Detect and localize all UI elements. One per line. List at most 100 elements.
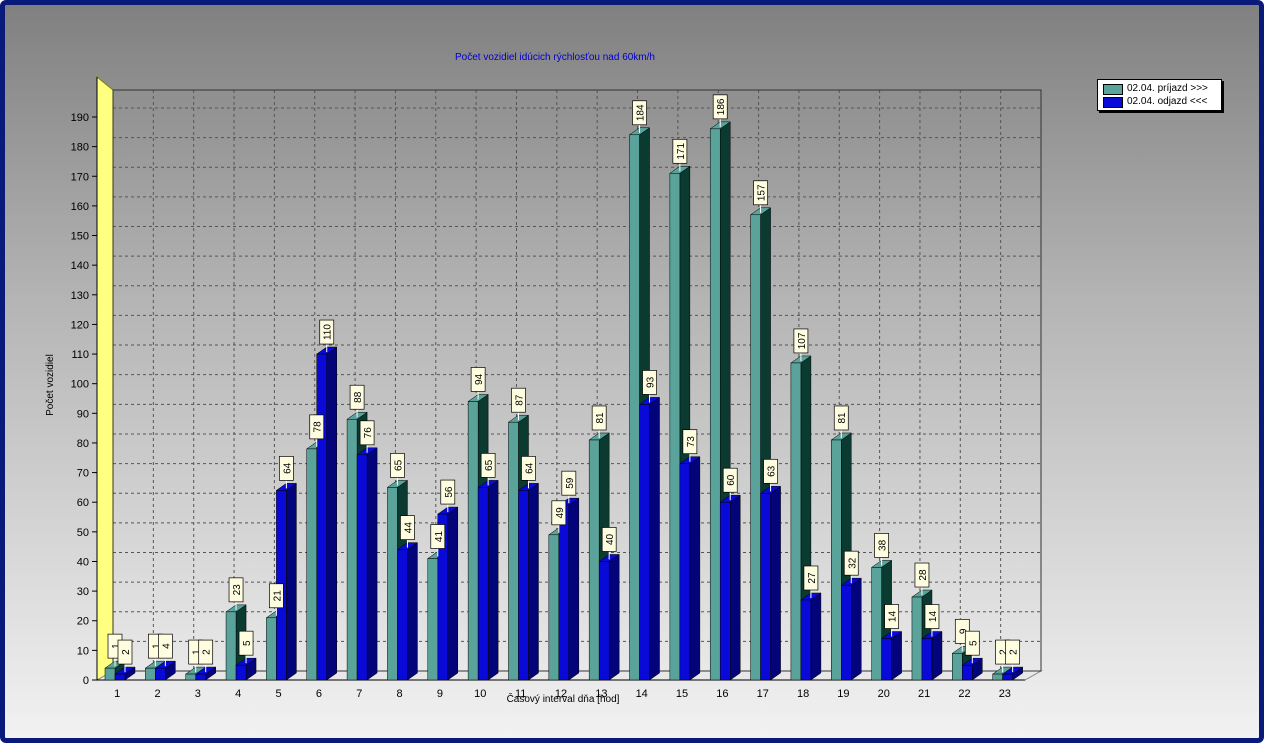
bar-departure xyxy=(800,592,822,681)
bar-side xyxy=(407,542,418,681)
y-tick-label: 100 xyxy=(71,379,89,391)
bar-side xyxy=(568,497,580,681)
data-label-box xyxy=(400,515,415,540)
data-label-box xyxy=(157,633,173,659)
bar-front xyxy=(437,513,449,681)
x-tick-label: 8 xyxy=(397,688,403,700)
data-label-arrival: 81 xyxy=(833,405,849,438)
data-label-departure: 60 xyxy=(722,467,738,501)
data-label-arrival: 28 xyxy=(914,562,930,596)
bar-side xyxy=(447,506,459,681)
bar-departure xyxy=(517,482,540,681)
bar-departure xyxy=(719,494,742,681)
bar-front xyxy=(548,534,560,681)
data-label-departure: 63 xyxy=(763,458,778,492)
data-label-box xyxy=(319,319,335,345)
data-label-box xyxy=(964,630,980,656)
data-label: 14 xyxy=(888,611,899,623)
data-label-departure: 4 xyxy=(157,633,173,667)
data-label-departure: 14 xyxy=(884,604,899,637)
data-label: 56 xyxy=(444,486,455,498)
y-tick-label: 160 xyxy=(71,201,89,213)
data-label-box xyxy=(440,479,456,505)
chart-title: Počet vozidiel idúcich rýchlosťou nad 60… xyxy=(455,52,655,63)
bar-side xyxy=(528,482,539,681)
bar-front xyxy=(831,439,842,681)
y-tick-label: 70 xyxy=(77,468,89,480)
bar-front xyxy=(114,673,126,681)
bar-front xyxy=(387,487,398,681)
y-tick-label: 120 xyxy=(71,319,89,331)
data-label-departure: 73 xyxy=(682,429,698,462)
data-label: 2 xyxy=(999,649,1010,655)
data-label: 32 xyxy=(847,557,858,569)
data-label-arrival: 41 xyxy=(430,524,446,557)
x-tick-label: 6 xyxy=(316,688,322,700)
x-tick-label: 2 xyxy=(154,688,160,700)
data-label: 81 xyxy=(595,412,606,424)
bar-front xyxy=(598,561,610,681)
bar-side xyxy=(770,485,781,681)
data-label: 81 xyxy=(837,412,848,424)
data-label-box xyxy=(430,524,446,549)
bar-side xyxy=(891,631,902,681)
data-label-box xyxy=(561,470,577,496)
data-label-arrival: 65 xyxy=(390,453,405,486)
bar-front xyxy=(639,404,650,681)
data-label-box xyxy=(884,604,899,629)
bar-front xyxy=(508,421,519,681)
x-tick-label: 13 xyxy=(595,688,607,700)
y-tick-label: 110 xyxy=(71,349,89,361)
data-label-box xyxy=(480,453,496,478)
bar-front xyxy=(235,664,247,681)
data-label: 157 xyxy=(757,184,768,201)
bar-front xyxy=(145,667,156,681)
x-tick-label: 9 xyxy=(437,688,443,700)
data-label-arrival: 184 xyxy=(632,100,647,133)
data-label: 5 xyxy=(242,640,253,646)
bar-front xyxy=(306,448,317,681)
data-label-box xyxy=(763,458,778,484)
bar-side xyxy=(286,482,297,681)
bar-front xyxy=(871,567,882,681)
data-label-departure: 5 xyxy=(238,630,254,664)
bar-front xyxy=(669,173,681,681)
data-label: 65 xyxy=(393,459,404,471)
data-label-box xyxy=(803,565,819,591)
data-label: 64 xyxy=(282,462,293,474)
y-tick-label: 80 xyxy=(77,438,89,450)
bar-side xyxy=(608,553,620,681)
data-label: 44 xyxy=(403,522,414,534)
y-tick-label: 60 xyxy=(77,497,89,509)
data-label: 78 xyxy=(313,421,324,433)
bar-departure xyxy=(356,447,378,681)
y-tick-label: 140 xyxy=(71,260,89,272)
data-label: 60 xyxy=(726,474,737,486)
data-label-departure: 64 xyxy=(279,456,294,489)
x-tick-label: 20 xyxy=(878,688,890,700)
x-tick-label: 15 xyxy=(676,688,688,700)
data-label-arrival: 94 xyxy=(470,367,486,400)
bar-side xyxy=(487,479,499,681)
bar-front xyxy=(195,673,206,681)
bar-front xyxy=(629,134,640,681)
legend-swatch-departure xyxy=(1103,97,1123,108)
data-label: 9 xyxy=(958,628,969,634)
x-tick-label: 12 xyxy=(555,688,567,700)
bar-front xyxy=(962,664,973,681)
data-label-box xyxy=(793,328,809,354)
data-label-departure: 27 xyxy=(803,565,819,598)
data-label: 63 xyxy=(767,465,778,477)
data-label-departure: 56 xyxy=(440,479,456,513)
data-label: 76 xyxy=(363,427,374,439)
x-tick-label: 11 xyxy=(515,688,526,700)
data-label-departure: 110 xyxy=(319,319,335,353)
data-label: 110 xyxy=(323,324,334,340)
bar-departure xyxy=(275,482,298,681)
bar-front xyxy=(467,401,479,681)
bar-side xyxy=(366,447,378,681)
data-label-arrival: 171 xyxy=(672,138,688,172)
bar-departure xyxy=(638,396,661,681)
data-label-arrival: 38 xyxy=(874,533,889,566)
